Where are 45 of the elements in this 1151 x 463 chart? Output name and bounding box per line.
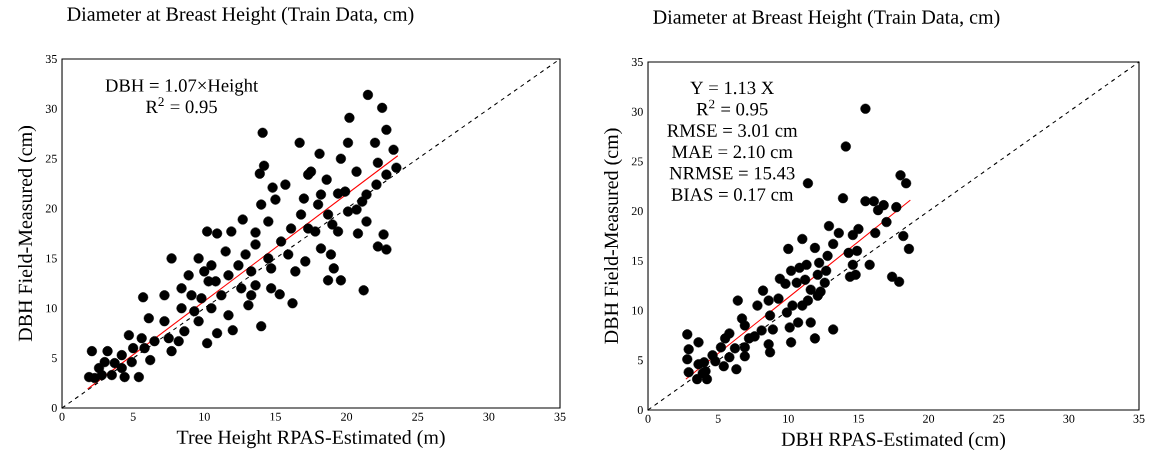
y-tick-label: 0 [51,403,57,413]
y-tick-label: 5 [52,354,57,363]
annotation: Y = 1.13 X [690,81,774,95]
y-tick-label: 5 [637,356,643,365]
x-tick-label: 35 [554,412,566,421]
x-tick-label: 30 [483,412,495,421]
y-tick-label: 10 [632,306,643,315]
x-tick-label: 5 [715,414,721,423]
y-tick-label: 35 [631,57,643,67]
y-tick-label: 15 [632,256,643,265]
x-tick-label: 0 [645,414,651,423]
y-axis-title: DBH Field-Measured (cm) [604,128,623,344]
annotation: DBH = 1.07×Height [105,78,259,96]
y-tick-label: 30 [45,104,57,113]
x-axis-title: Tree Height RPAS-Estimated (m) [176,429,445,449]
x-tick-label: 20 [923,414,935,423]
annotation: NRMSE = 15.43 [669,166,795,180]
chart-title: Diameter at Breast Height (Train Data, cm) [67,6,414,25]
y-tick-label: 20 [631,207,643,216]
x-tick-label: 5 [130,412,136,421]
y-tick-label: 10 [46,304,57,313]
x-tick-label: 25 [993,414,1005,423]
x-tick-label: 15 [270,412,281,421]
y-tick-label: 20 [45,204,57,213]
annotation: R$^{2}$ = 0.95 [696,99,768,116]
x-tick-label: 35 [1133,414,1145,423]
annotation: BIAS = 0.17 cm [671,188,794,201]
y-tick-label: 15 [46,254,57,263]
annotation: RMSE = 3.01 cm [667,124,798,137]
x-tick-label: 30 [1063,414,1075,423]
y-tick-label: 25 [631,157,643,166]
x-tick-label: 25 [412,412,424,421]
x-tick-label: 20 [341,412,353,421]
x-tick-label: 0 [59,412,65,421]
y-axis-title: DBH Field-Measured (cm) [18,126,37,342]
x-axis-title: DBH RPAS-Estimated (cm) [781,431,1006,451]
y-tick-label: 25 [45,154,57,163]
x-tick-label: 10 [783,414,794,423]
annotation: R$^{2}$ = 0.95 [145,97,217,114]
y-tick-label: 30 [631,107,643,116]
annotation: MAE = 2.10 cm [671,145,793,159]
x-tick-label: 15 [853,414,864,423]
x-tick-label: 10 [199,412,210,421]
chart-title: Diameter at Breast Height (Train Data, cm) [653,9,1000,28]
y-tick-label: 35 [45,54,57,64]
